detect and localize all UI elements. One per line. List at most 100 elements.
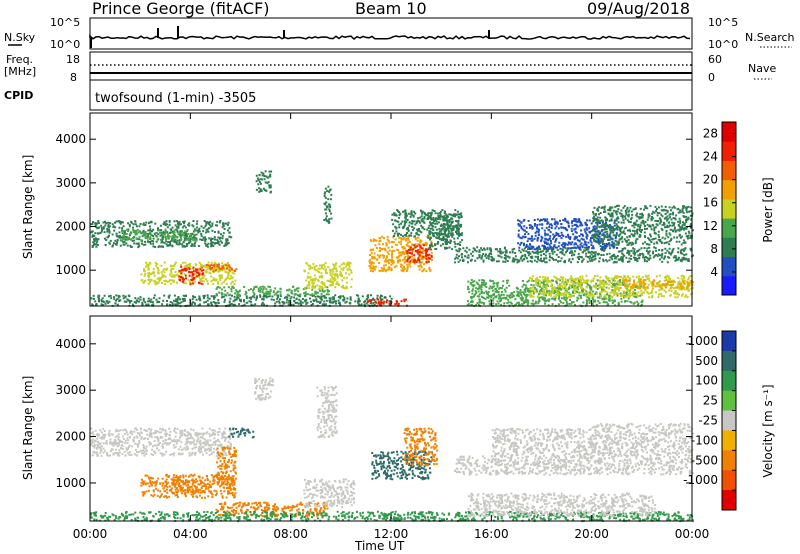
velocity-ytick-label-1: 2000: [55, 430, 86, 444]
beam-title: Beam 10: [355, 0, 427, 18]
power-scatter-patch-18: [391, 209, 463, 238]
power-ytick-label-0: 1000: [55, 263, 86, 277]
velocity-colorbar-seg-6: [722, 450, 736, 471]
velocity-xtick-label-0: 00:00: [73, 527, 108, 541]
velocity-scatter-patch-15: [228, 427, 255, 439]
velocity-xtick-label-3: 12:00: [374, 527, 409, 541]
nsky-tick-top: 10^5: [50, 16, 81, 29]
cpid-text: twofsound (1-min) -3505: [95, 91, 257, 106]
velocity-scatter-patch-6: [303, 478, 356, 508]
velocity-scatter-patch-8: [403, 427, 439, 467]
power-scatter-patch-10: [406, 244, 433, 264]
power-scatter-patch-20: [591, 204, 694, 246]
velocity-colorbar-label-0: 1000: [687, 334, 718, 348]
power-ytick-label-1: 2000: [55, 220, 86, 234]
power-plot-bg: [90, 113, 692, 306]
velocity-scatter-patch-0: [90, 427, 233, 457]
date-title: 09/Aug/2018: [587, 0, 691, 18]
power-colorbar-seg-3: [722, 218, 736, 238]
nsearch-tick-top: 10^5: [708, 16, 739, 29]
velocity-scatter-patch-14: [316, 385, 338, 439]
power-scatter-patch-7: [303, 261, 353, 290]
power-scatter-patch-13: [466, 278, 644, 308]
velocity-colorbar-seg-2: [722, 370, 736, 392]
nave-tick-bottom: 0: [708, 71, 715, 84]
velocity-scatter-patch-11: [591, 422, 694, 458]
velocity-scatter-patch-12: [491, 427, 594, 458]
nsearch-label: N.Search: [745, 31, 795, 44]
x-axis-label: Time UT: [355, 539, 405, 553]
freq-unit-label: [MHz]: [4, 65, 37, 78]
power-scatter-patch-19: [517, 217, 619, 251]
power-scatter-patch-1: [120, 228, 198, 242]
power-colorbar-frame: [721, 121, 737, 296]
velocity-scatter-patch-13: [254, 377, 275, 401]
nave-tick-top: 60: [708, 53, 722, 66]
velocity-xtick-label-6: 00:00: [675, 527, 710, 541]
power-colorbar-label-0: 4: [710, 265, 718, 279]
velocity-scatter-patch-5: [90, 510, 694, 523]
nsky-panel-frame: [89, 17, 693, 50]
power-colorbar-label-5: 24: [703, 150, 718, 164]
power-ytick-label-2: 3000: [55, 176, 86, 190]
velocity-colorbar-label-5: -100: [691, 433, 718, 447]
nsky-line: [89, 34, 691, 40]
velocity-ytick-label-2: 3000: [55, 383, 86, 397]
velocity-colorbar-seg-7: [722, 470, 736, 491]
power-ytick-label-3: 4000: [55, 132, 86, 146]
power-colorbar-seg-4: [722, 198, 736, 219]
power-colorbar-seg-2: [722, 237, 736, 258]
power-colorbar-label-1: 8: [710, 242, 718, 256]
power-scatter-patch-4: [201, 263, 238, 273]
velocity-colorbar-seg-0: [722, 331, 736, 352]
power-panel: 1000 2000 3000 4000: [55, 112, 694, 308]
power-colorbar-label-2: 12: [703, 219, 718, 233]
velocity-colorbar-seg-1: [722, 350, 736, 372]
velocity-scatter-patch-7: [371, 450, 433, 481]
cpid-label: CPID: [4, 89, 34, 102]
velocity-colorbar-seg-4: [722, 410, 736, 431]
power-scatter-patch-16: [255, 170, 273, 194]
power-colorbar-seg-6: [722, 160, 736, 181]
velocity-colorbar-label-1: 500: [695, 354, 718, 368]
power-scatter-patch-8: [366, 298, 408, 307]
power-colorbar-seg-1: [722, 256, 736, 277]
velocity-xtick-label-2: 08:00: [273, 527, 308, 541]
velocity-xtick-label-1: 04:00: [173, 527, 208, 541]
summary-panels: [8, 17, 792, 111]
velocity-colorbar-label-4: -25: [698, 414, 718, 428]
colorbars: 4 8 12 16 20 24 28 1000 500 100 25 -25 -100 -500 -1000: [683, 121, 737, 511]
velocity-xtick-label-4: 16:00: [474, 527, 509, 541]
velocity-scatter-patch-2: [170, 478, 208, 494]
power-colorbar-seg-7: [722, 141, 736, 161]
velocity-panel: 1000 2000 3000 4000 00:00 04:00 08:00 12:00 16:0…: [55, 315, 710, 541]
power-colorbar-label-6: 28: [703, 127, 718, 141]
velocity-ytick-label-0: 1000: [55, 476, 86, 490]
velocity-scatter-patch-1: [140, 473, 237, 499]
freq-tick-bottom: 8: [70, 71, 77, 84]
freq-label: Freq.: [6, 53, 34, 66]
nsky-label: N.Sky: [4, 31, 36, 44]
velocity-colorbar-label-6: -500: [691, 453, 718, 467]
power-colorbar-seg-5: [722, 179, 736, 200]
nave-label: Nave: [748, 62, 777, 75]
freq-panel-frame: [89, 51, 693, 81]
power-colorbar-label-4: 20: [703, 173, 718, 187]
velocity-colorbar-frame: [721, 330, 737, 511]
power-colorbar-seg-8: [722, 122, 736, 142]
velocity-colorbar-seg-3: [722, 390, 736, 412]
cpid-panel-frame: [89, 79, 693, 111]
velocity-scatter-patch-3: [215, 446, 237, 485]
velocity-ytick-label-3: 4000: [55, 337, 86, 351]
power-scatter-patch-6: [215, 285, 331, 297]
power-colorbar-seg-0: [722, 275, 736, 296]
velocity-xtick-label-5: 20:00: [574, 527, 609, 541]
power-scatter-patch-9: [368, 235, 433, 273]
velocity-colorbar-label-2: 100: [695, 374, 718, 388]
power-scatter-patch-17: [323, 185, 333, 224]
power-scatter-patch-3: [178, 265, 205, 286]
power-scatter-patch-14: [529, 274, 694, 299]
velocity-scatter-patch-9: [453, 455, 694, 476]
